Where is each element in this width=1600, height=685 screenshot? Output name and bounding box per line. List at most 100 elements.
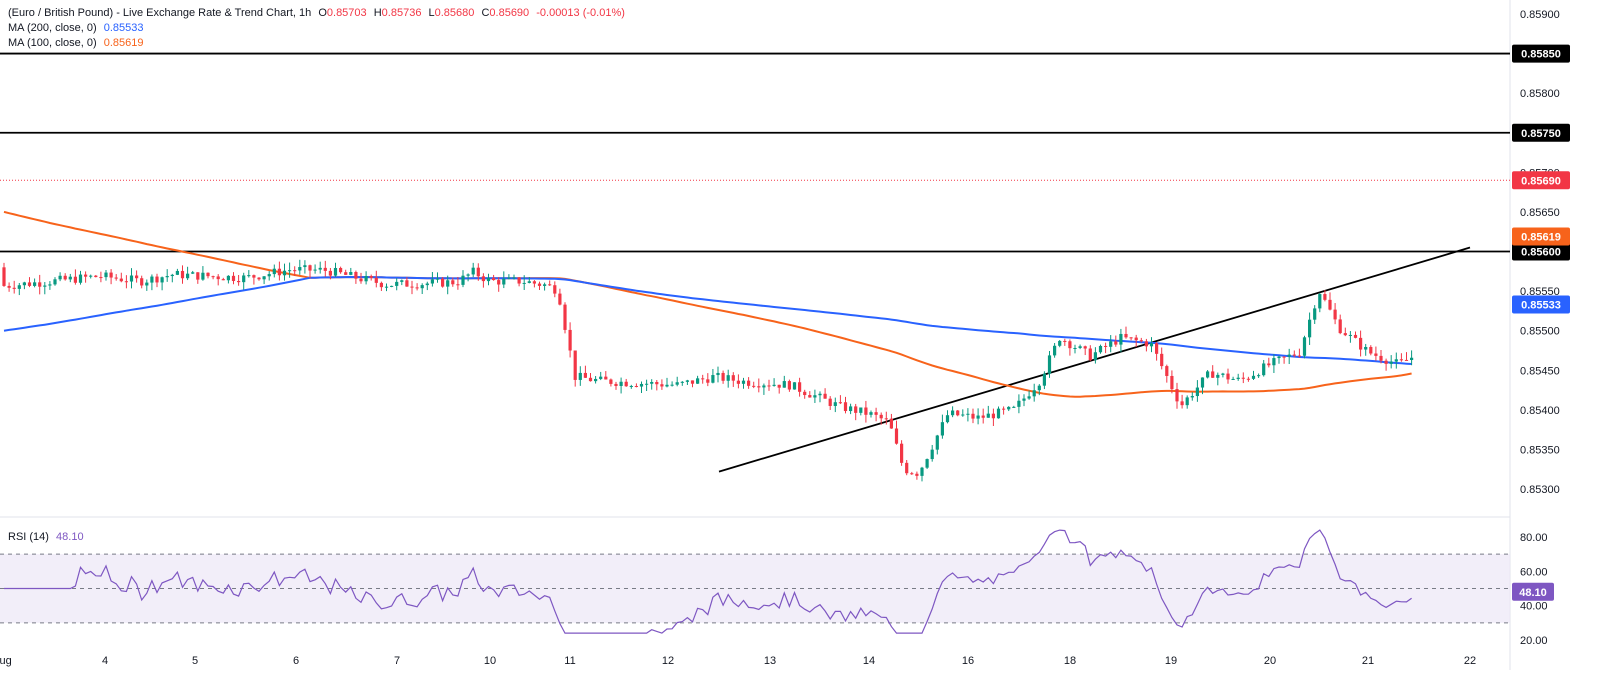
candle-body xyxy=(1241,377,1245,379)
last-price-tag xyxy=(1512,171,1570,190)
ma-value-tag-label: 0.85533 xyxy=(1521,300,1561,312)
candle-body xyxy=(481,276,485,282)
candle-body xyxy=(1359,337,1363,350)
candle-body xyxy=(961,414,965,416)
candle-body xyxy=(1047,355,1052,374)
header-legend: (Euro / British Pound) - Live Exchange R… xyxy=(8,6,629,21)
candle-body xyxy=(206,272,210,277)
candle-body xyxy=(1292,354,1296,356)
candle-body xyxy=(430,279,434,284)
ma200-legend: MA (200, close, 0) 0.85533 xyxy=(8,21,147,36)
candle-body xyxy=(1308,319,1312,338)
candle-body xyxy=(568,329,572,351)
rsi-tick-label: 20.00 xyxy=(1520,635,1548,647)
candle-body xyxy=(1267,363,1271,366)
candle-body xyxy=(706,379,710,383)
candle-body xyxy=(288,270,292,272)
candle-body xyxy=(124,281,128,283)
candle-body xyxy=(1328,299,1332,310)
level-tag-label: 0.85600 xyxy=(1521,247,1561,259)
candle-body xyxy=(517,277,521,284)
candle-body xyxy=(1007,406,1011,410)
x-tick-label: 19 xyxy=(1165,655,1177,667)
ma200-line xyxy=(3,275,1412,365)
low-label: L xyxy=(428,7,435,19)
candle-body xyxy=(1333,309,1337,320)
candle-body xyxy=(634,385,638,387)
candle-body xyxy=(1364,346,1368,350)
candle-body xyxy=(1231,378,1235,380)
y-tick-label: 0.85450 xyxy=(1520,365,1560,377)
candle-body xyxy=(1302,337,1307,356)
candle-body xyxy=(1002,408,1006,410)
candle-body xyxy=(996,408,1001,419)
x-tick-label: 12 xyxy=(662,655,674,667)
candle-body xyxy=(787,381,791,390)
candle-body xyxy=(1195,387,1199,397)
candle-body xyxy=(777,384,781,388)
candle-body xyxy=(12,287,16,289)
y-tick-label: 0.85500 xyxy=(1520,326,1560,338)
close-value: 0.85690 xyxy=(489,7,530,19)
candle-body xyxy=(507,277,511,279)
candle-body xyxy=(114,277,118,279)
candle-body xyxy=(1221,373,1225,375)
candle-body xyxy=(1318,294,1322,309)
level-tag xyxy=(1512,242,1570,261)
candle-body xyxy=(201,272,205,280)
candle-body xyxy=(736,380,740,384)
candle-body xyxy=(191,272,195,274)
rsi-label: RSI (14) xyxy=(8,531,49,543)
candle-body xyxy=(619,381,623,386)
candle-body xyxy=(1226,373,1230,380)
ma100-line xyxy=(3,210,1412,398)
candle-body xyxy=(410,286,414,288)
level-tag xyxy=(1512,123,1570,142)
candle-body xyxy=(920,467,924,476)
rsi-legend: RSI (14) 48.10 xyxy=(8,530,88,545)
candle-body xyxy=(522,282,526,284)
candle-body xyxy=(145,282,149,286)
candle-body xyxy=(390,285,394,287)
candle-body xyxy=(1078,346,1082,348)
candle-body xyxy=(369,275,373,278)
candle-body xyxy=(272,268,276,275)
candle-body xyxy=(512,277,516,279)
y-tick-label: 0.85900 xyxy=(1520,9,1560,21)
x-tick-label: 7 xyxy=(394,655,400,667)
high-label: H xyxy=(373,7,382,19)
candle-body xyxy=(53,279,57,285)
candle-body xyxy=(991,413,995,419)
candle-body xyxy=(1114,341,1118,345)
x-tick-label: 22 xyxy=(1464,655,1476,667)
x-tick-label: 18 xyxy=(1064,655,1076,667)
x-tick-label: 21 xyxy=(1362,655,1374,667)
candle-body xyxy=(247,275,251,277)
y-tick-label: 0.85300 xyxy=(1520,484,1560,496)
candle-body xyxy=(497,280,501,285)
candle-body xyxy=(690,380,695,384)
candle-body xyxy=(976,415,980,419)
candle-body xyxy=(604,376,608,380)
candle-body xyxy=(170,274,174,277)
candle-body xyxy=(119,278,123,282)
candle-body xyxy=(1384,360,1388,364)
candle-body xyxy=(1394,359,1398,362)
candle-body xyxy=(660,384,664,387)
candle-body xyxy=(99,277,103,279)
candle-body xyxy=(1257,375,1261,377)
x-tick-label: 13 xyxy=(764,655,776,667)
candle-body xyxy=(1058,340,1062,346)
ma-value-tag xyxy=(1512,295,1570,314)
level-tag-label: 0.85750 xyxy=(1521,128,1561,140)
candle-body xyxy=(889,418,893,429)
candle-body xyxy=(869,412,873,415)
candle-body xyxy=(624,381,628,387)
x-tick-label: 4 xyxy=(102,655,108,667)
candle-body xyxy=(313,269,317,271)
candle-body xyxy=(17,285,21,289)
open-label: O xyxy=(318,7,327,19)
candle-body xyxy=(741,380,746,384)
candle-body xyxy=(43,285,47,287)
